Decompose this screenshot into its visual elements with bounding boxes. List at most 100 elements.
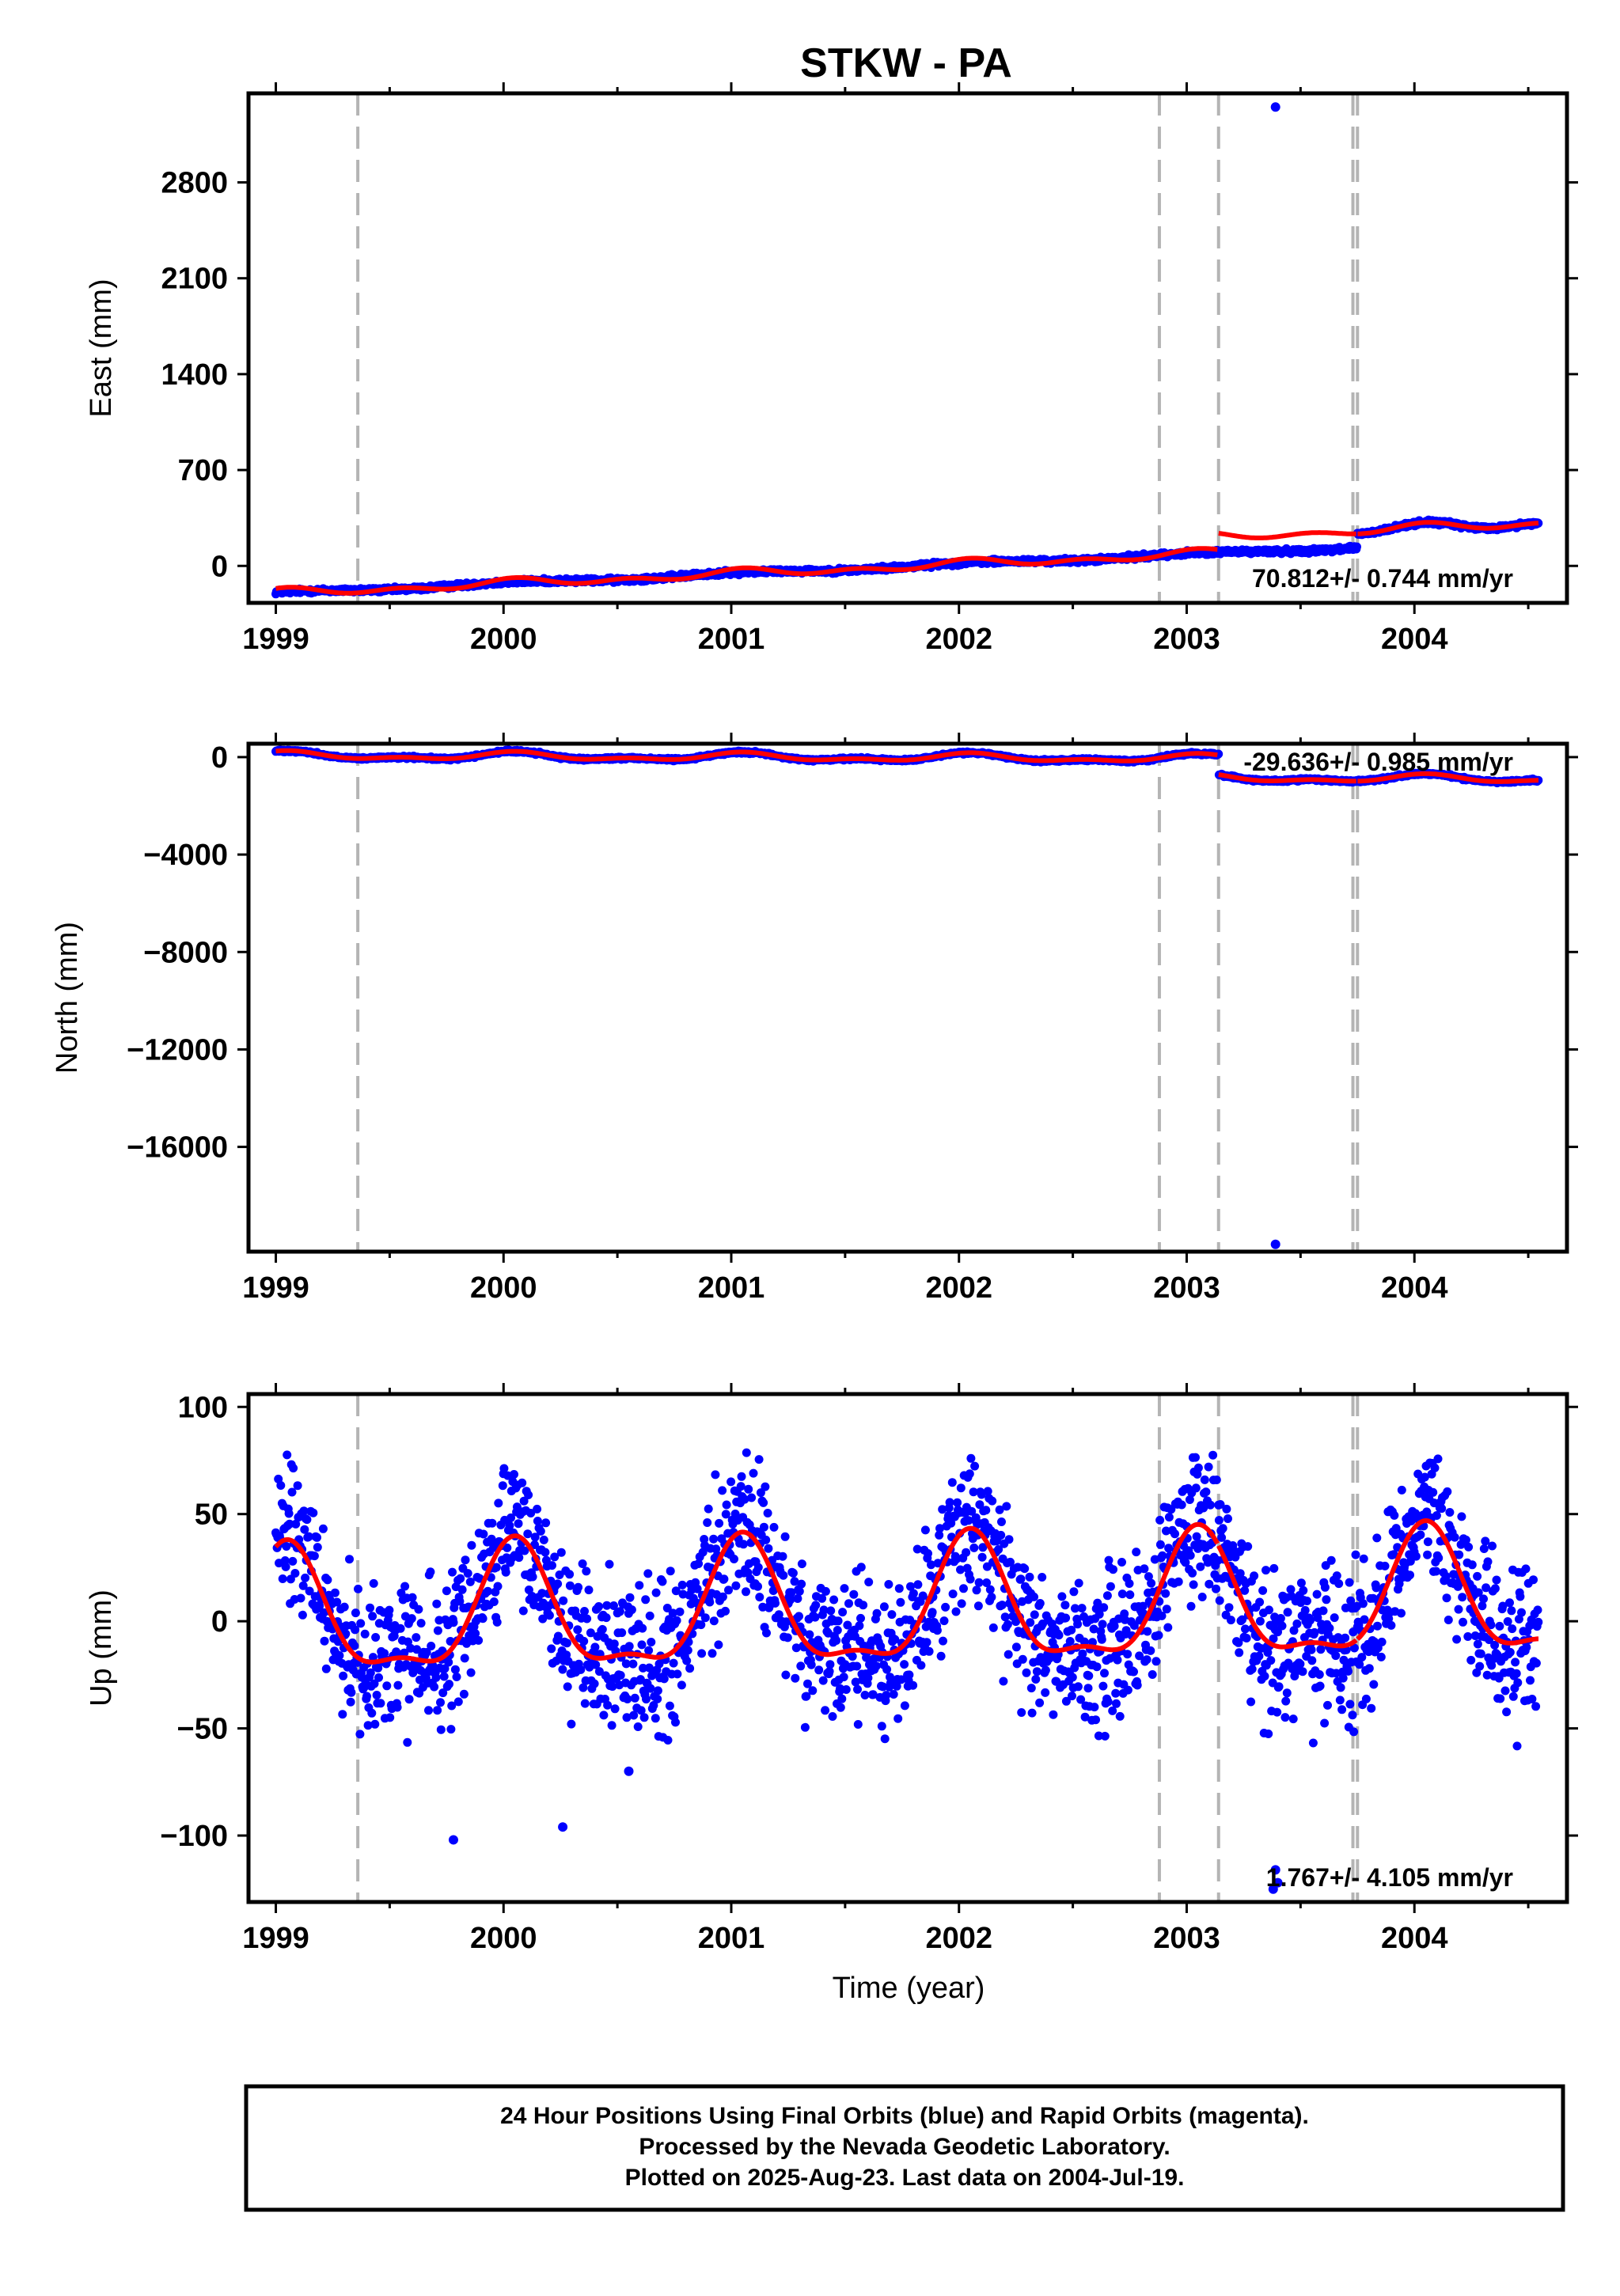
data-point	[498, 1481, 507, 1491]
data-point	[781, 1670, 791, 1680]
velocity-label: -29.636+/- 0.985 mm/yr	[1243, 748, 1513, 776]
data-point	[628, 1659, 638, 1669]
data-point	[459, 1689, 469, 1699]
x-tick-label: 1999	[242, 1271, 309, 1305]
chart-title: STKW - PA	[800, 40, 1012, 86]
data-point	[456, 1574, 465, 1583]
data-point	[313, 1533, 321, 1542]
x-tick-label: 2003	[1153, 623, 1220, 656]
data-point	[704, 1504, 713, 1514]
data-point	[493, 1582, 503, 1591]
y-axis-title: East (mm)	[85, 278, 118, 417]
data-point	[368, 1653, 377, 1662]
data-point	[639, 1663, 647, 1673]
data-point	[578, 1559, 587, 1568]
data-point	[692, 1584, 702, 1593]
data-point	[309, 1552, 319, 1561]
y-tick-label: −16000	[127, 1131, 228, 1165]
data-point	[544, 1611, 554, 1620]
data-point	[355, 1730, 365, 1739]
data-point	[448, 1567, 457, 1577]
data-point	[780, 1532, 790, 1541]
data-point	[646, 1684, 655, 1693]
data-point	[709, 1616, 719, 1626]
data-point	[347, 1688, 356, 1697]
data-point	[299, 1506, 309, 1516]
data-point	[574, 1582, 583, 1592]
data-point	[636, 1706, 646, 1715]
data-point	[696, 1620, 706, 1630]
panel-frame	[246, 741, 1569, 1254]
data-point	[627, 1605, 636, 1615]
data-point	[346, 1697, 355, 1707]
data-point	[749, 1468, 758, 1478]
data-point	[737, 1472, 746, 1481]
data-point	[659, 1674, 669, 1684]
data-point	[553, 1579, 563, 1589]
data-point	[400, 1582, 410, 1591]
data-point	[407, 1614, 416, 1623]
data-point	[605, 1559, 614, 1569]
data-point	[453, 1697, 463, 1707]
data-point	[372, 1691, 381, 1699]
data-point	[768, 1586, 778, 1595]
data-point	[724, 1586, 733, 1595]
data-point	[499, 1464, 509, 1473]
data-point	[447, 1701, 457, 1711]
data-point	[293, 1481, 302, 1491]
data-point	[514, 1553, 524, 1563]
panel-up: 1999 2000 2001 2002 2003 2004100500−50−100Up …	[85, 1383, 1578, 1955]
data-point	[607, 1721, 617, 1730]
data-point	[340, 1602, 349, 1612]
data-point	[615, 1607, 624, 1616]
data-point	[452, 1673, 461, 1681]
data-point	[530, 1533, 540, 1542]
data-point	[563, 1682, 572, 1692]
data-point	[672, 1616, 681, 1625]
data-point	[622, 1713, 632, 1722]
data-point	[371, 1633, 381, 1642]
data-point	[455, 1597, 465, 1606]
data-point	[367, 1708, 377, 1718]
data-point	[491, 1563, 501, 1572]
data-point	[579, 1636, 589, 1646]
data-point	[625, 1593, 635, 1602]
data-point	[645, 1611, 654, 1620]
data-point	[512, 1502, 522, 1512]
data-point	[332, 1597, 342, 1607]
data-point	[553, 1631, 563, 1641]
data-point	[742, 1448, 751, 1457]
data-point	[635, 1675, 645, 1684]
data-point	[653, 1686, 662, 1695]
y-tick-label: 700	[178, 454, 228, 487]
data-point	[339, 1671, 348, 1680]
data-point	[761, 1482, 770, 1491]
x-tick-label: 2000	[470, 1271, 537, 1305]
data-point	[555, 1570, 564, 1579]
data-point	[503, 1543, 512, 1552]
data-point	[550, 1552, 560, 1562]
data-point	[363, 1721, 373, 1730]
data-point	[380, 1649, 389, 1658]
data-point	[769, 1522, 779, 1532]
data-point	[466, 1668, 476, 1677]
data-point	[370, 1719, 380, 1729]
y-tick-label: 2800	[161, 167, 228, 200]
data-point	[643, 1569, 653, 1578]
data-point	[323, 1575, 332, 1585]
data-point	[744, 1484, 753, 1494]
y-tick-label: 1400	[161, 358, 228, 392]
data-point	[719, 1574, 729, 1584]
data-point	[662, 1604, 672, 1612]
model-fit-line	[275, 520, 1539, 596]
data-point	[461, 1555, 470, 1565]
data-point	[321, 1664, 331, 1673]
y-tick-label: −12000	[127, 1033, 228, 1067]
data-point	[426, 1567, 435, 1577]
data-point	[536, 1526, 545, 1536]
data-point	[400, 1648, 409, 1658]
data-point	[584, 1586, 594, 1595]
data-point	[280, 1556, 290, 1565]
data-point	[489, 1597, 499, 1606]
data-point	[609, 1639, 619, 1649]
